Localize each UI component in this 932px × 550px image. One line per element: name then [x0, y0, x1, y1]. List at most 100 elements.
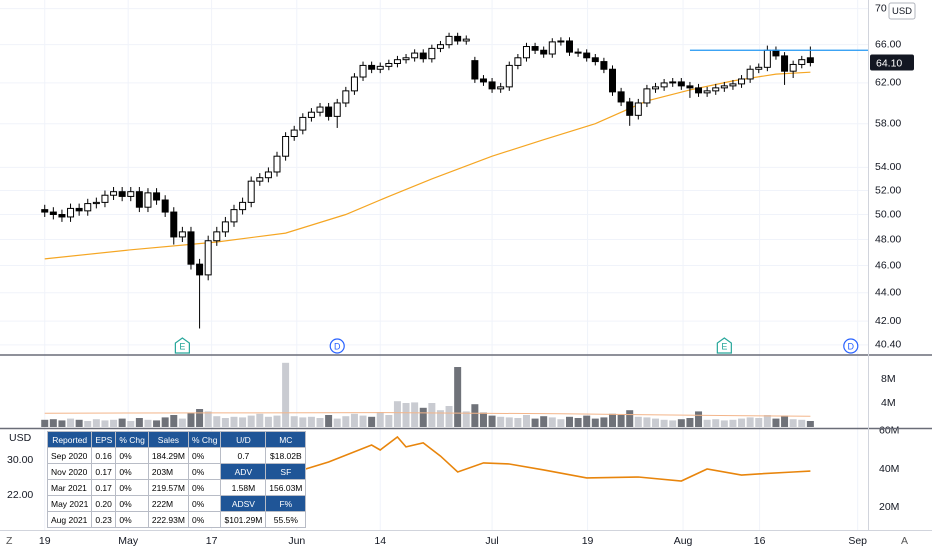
volume-bar	[497, 416, 505, 427]
volume-bar	[307, 416, 315, 427]
volume-bar	[428, 403, 436, 427]
table-header-cell: Sales	[147, 431, 189, 448]
table-cell: 0%	[115, 447, 149, 464]
event-label: D	[848, 341, 855, 351]
candle-body	[497, 86, 505, 90]
volume-bar	[264, 416, 272, 427]
volume-bar	[256, 413, 264, 427]
x-tick-label: 17	[206, 535, 218, 547]
candle-body	[574, 51, 582, 54]
candle-body	[755, 66, 763, 70]
candle-body	[41, 209, 49, 213]
table-cell: $101.29M	[220, 511, 267, 528]
volume-bar	[634, 416, 642, 427]
candle-body	[299, 116, 307, 131]
volume-bar	[746, 417, 754, 427]
volume-bar	[204, 411, 212, 427]
table-cell: ADSV	[220, 495, 267, 512]
volume-bar	[230, 416, 238, 427]
table-row: Nov 2020 0.17 0% 203M 0% ADV SF	[46, 463, 307, 480]
last-price-label: 64.10	[876, 57, 902, 69]
moving-average	[44, 71, 811, 260]
candle-body	[204, 240, 212, 276]
table-cell: 0%	[187, 511, 222, 528]
table-cell: 0%	[115, 479, 149, 496]
candle-body	[738, 78, 746, 85]
table-cell: May 2021	[46, 495, 93, 512]
candle-body	[600, 61, 608, 70]
volume-bar	[445, 406, 453, 427]
table-cell: Aug 2021	[46, 511, 93, 528]
candle-body	[393, 59, 401, 64]
volume-bar	[591, 418, 599, 427]
candle-body	[290, 129, 298, 137]
volume-bar	[41, 419, 49, 427]
volume-bar	[617, 415, 625, 427]
candle-body	[282, 135, 290, 157]
table-cell: SF	[265, 463, 307, 480]
table-cell: $18.02B	[265, 447, 307, 464]
candle-body	[153, 192, 161, 201]
volume-bar	[660, 419, 668, 427]
volume-bar	[385, 415, 393, 427]
table-cell: Nov 2020	[46, 463, 93, 480]
candle-body	[557, 40, 565, 43]
volume-bar	[101, 420, 109, 427]
candle-body	[196, 263, 204, 276]
volume-bar	[755, 418, 763, 427]
candle-body	[359, 64, 367, 78]
volume-bar	[333, 418, 341, 427]
candle-body	[316, 106, 324, 113]
candle-body	[479, 78, 487, 83]
candle-body	[170, 211, 178, 238]
table-cell: 0%	[187, 495, 222, 512]
table-cell: F%	[265, 495, 307, 512]
volume-bar	[376, 412, 384, 427]
y-tick-label: 50.00	[875, 208, 901, 220]
x-tick-label: 19	[582, 535, 594, 547]
candle-body	[256, 177, 264, 182]
candle-body	[402, 57, 410, 61]
candle-body	[583, 52, 591, 59]
left-badge: Z	[6, 535, 13, 547]
candle-body	[703, 90, 711, 94]
table-cell: 203M	[147, 463, 189, 480]
table-cell: 222M	[147, 495, 189, 512]
candle-body	[609, 68, 617, 93]
candle-body	[462, 38, 470, 42]
volume-bar	[565, 416, 573, 427]
table-row: Mar 2021 0.17 0% 219.57M 0% 1.58M 156.03M	[46, 479, 307, 496]
lower-line	[285, 435, 811, 482]
table-row: May 2021 0.20 0% 222M 0% ADSV F%	[46, 495, 307, 512]
lower-currency: USD	[9, 432, 32, 444]
y-tick-label: 58.00	[875, 117, 901, 129]
lower-left-tick-label: 22.00	[7, 489, 33, 501]
candle-body	[789, 63, 797, 72]
volume-bar	[583, 415, 591, 427]
volume-bar	[703, 419, 711, 427]
volume-bar	[652, 418, 660, 427]
candle-body	[660, 82, 668, 88]
volume-bar	[127, 421, 135, 427]
volume-bar	[643, 417, 651, 427]
candle-body	[729, 83, 737, 87]
y-tick-label: 70	[875, 2, 887, 14]
volume-bar	[393, 401, 401, 427]
x-tick-label: 19	[39, 535, 51, 547]
volume-bar	[454, 367, 462, 427]
y-tick-label: 46.00	[875, 259, 901, 271]
table-header-cell: Reported	[46, 431, 93, 448]
volume-bar	[738, 418, 746, 427]
table-cell: 0%	[115, 495, 149, 512]
candle-body	[213, 231, 221, 242]
candle-body	[368, 64, 376, 70]
volume-bar	[110, 419, 118, 427]
event-label: E	[721, 341, 727, 351]
x-tick-label: 16	[754, 535, 766, 547]
volume-bar	[187, 412, 195, 427]
table-cell: Sep 2020	[46, 447, 93, 464]
volume-bar	[798, 419, 806, 427]
table-cell: 0.23	[91, 511, 117, 528]
table-header-cell: % Chg	[187, 431, 222, 448]
x-tick-label: Jun	[288, 535, 305, 547]
